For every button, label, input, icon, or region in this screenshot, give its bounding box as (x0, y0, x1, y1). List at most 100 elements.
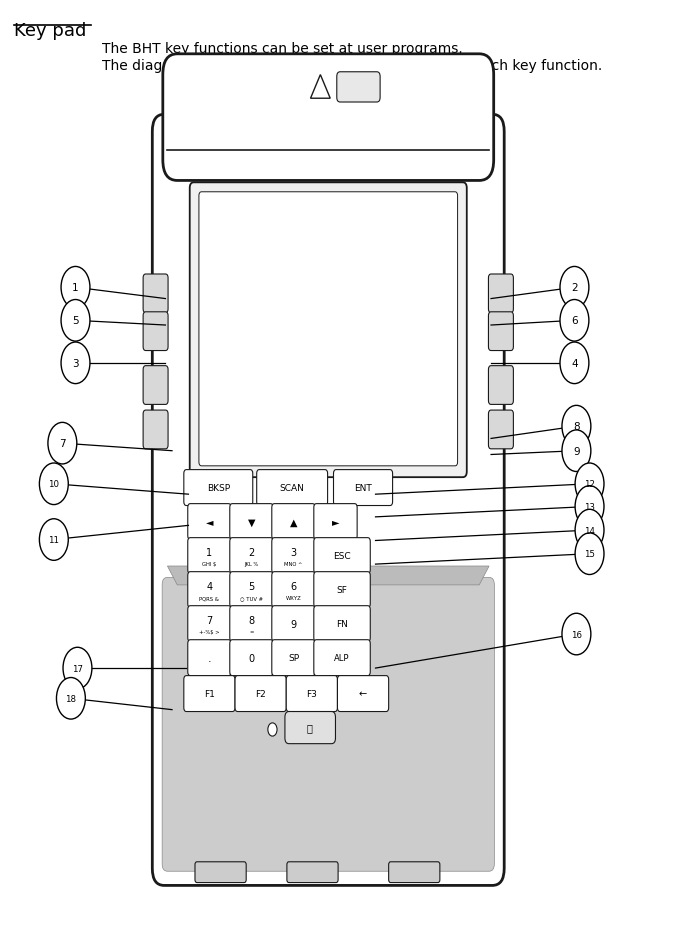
Text: GHI $: GHI $ (202, 562, 217, 566)
Text: ▲: ▲ (289, 517, 297, 527)
Text: ALP: ALP (334, 653, 350, 663)
Text: 8: 8 (573, 422, 579, 431)
FancyBboxPatch shape (143, 366, 168, 405)
Circle shape (39, 464, 69, 505)
Text: ▼: ▼ (247, 517, 255, 527)
FancyBboxPatch shape (235, 676, 286, 712)
Text: 9: 9 (290, 619, 296, 629)
FancyBboxPatch shape (272, 606, 315, 642)
FancyBboxPatch shape (337, 73, 380, 103)
Text: 5: 5 (248, 582, 254, 592)
Text: 16: 16 (571, 630, 582, 639)
Text: 5: 5 (72, 316, 79, 326)
Text: 6: 6 (571, 316, 578, 326)
Text: ←: ← (359, 689, 367, 699)
Text: 13: 13 (584, 502, 595, 512)
Text: 3: 3 (72, 359, 79, 368)
FancyBboxPatch shape (189, 183, 467, 478)
Text: F2: F2 (255, 689, 266, 699)
Text: ○ TUV #: ○ TUV # (240, 596, 263, 600)
FancyBboxPatch shape (230, 640, 273, 676)
Text: The diagram below shows an example of settings for each key function.: The diagram below shows an example of se… (102, 59, 602, 73)
Text: 17: 17 (72, 664, 83, 673)
Text: 3: 3 (290, 548, 296, 558)
FancyBboxPatch shape (314, 538, 370, 574)
Text: FN: FN (336, 619, 348, 629)
FancyBboxPatch shape (272, 538, 315, 574)
Text: 7: 7 (206, 615, 212, 626)
Text: 6: 6 (290, 582, 296, 592)
Circle shape (562, 406, 591, 447)
FancyBboxPatch shape (195, 862, 246, 883)
Text: 7: 7 (59, 439, 66, 448)
Text: ◄: ◄ (206, 517, 213, 527)
Circle shape (61, 267, 90, 309)
Text: ⏻: ⏻ (307, 723, 313, 733)
Text: MNO ^: MNO ^ (284, 562, 303, 566)
Text: 9: 9 (573, 447, 579, 456)
FancyBboxPatch shape (338, 676, 389, 712)
FancyBboxPatch shape (230, 606, 273, 642)
FancyBboxPatch shape (272, 640, 315, 676)
FancyBboxPatch shape (162, 578, 494, 871)
Text: 10: 10 (48, 480, 59, 489)
FancyBboxPatch shape (152, 115, 504, 885)
Text: 2: 2 (571, 283, 578, 293)
FancyBboxPatch shape (188, 504, 231, 540)
Circle shape (61, 343, 90, 384)
Polygon shape (167, 566, 489, 585)
Circle shape (575, 533, 604, 575)
Text: 1: 1 (206, 548, 212, 558)
Circle shape (560, 343, 589, 384)
Text: 18: 18 (66, 694, 76, 703)
FancyBboxPatch shape (257, 470, 328, 506)
Text: 8: 8 (248, 615, 254, 626)
Text: ►: ► (332, 517, 339, 527)
Circle shape (63, 648, 92, 689)
FancyBboxPatch shape (389, 862, 440, 883)
FancyBboxPatch shape (184, 470, 253, 506)
Circle shape (560, 300, 589, 342)
Text: ESC: ESC (333, 551, 351, 561)
Text: SF: SF (337, 585, 347, 595)
FancyBboxPatch shape (188, 572, 231, 608)
Text: PQRS &: PQRS & (199, 596, 219, 600)
Text: 4: 4 (571, 359, 578, 368)
FancyBboxPatch shape (272, 572, 315, 608)
Text: F1: F1 (204, 689, 215, 699)
Circle shape (560, 267, 589, 309)
FancyBboxPatch shape (272, 504, 315, 540)
Text: 15: 15 (584, 549, 595, 559)
FancyBboxPatch shape (287, 862, 338, 883)
Text: 11: 11 (48, 535, 59, 545)
Text: F3: F3 (306, 689, 317, 699)
Text: 14: 14 (584, 526, 595, 535)
FancyBboxPatch shape (333, 470, 393, 506)
FancyBboxPatch shape (163, 55, 493, 181)
FancyBboxPatch shape (230, 538, 273, 574)
Text: .: . (208, 653, 211, 663)
Text: WXYZ: WXYZ (286, 596, 301, 600)
Text: 2: 2 (248, 548, 254, 558)
Text: SCAN: SCAN (280, 483, 305, 493)
Text: +-%$ >: +-%$ > (199, 630, 219, 634)
FancyBboxPatch shape (199, 193, 458, 466)
FancyBboxPatch shape (188, 538, 231, 574)
FancyBboxPatch shape (489, 411, 513, 449)
FancyBboxPatch shape (143, 275, 168, 313)
FancyBboxPatch shape (489, 312, 513, 351)
Circle shape (39, 519, 69, 561)
Circle shape (575, 510, 604, 551)
Circle shape (575, 464, 604, 505)
Circle shape (562, 614, 591, 655)
Text: ENT: ENT (354, 483, 372, 493)
FancyBboxPatch shape (489, 366, 513, 405)
Text: 12: 12 (584, 480, 595, 489)
FancyBboxPatch shape (143, 411, 168, 449)
Circle shape (562, 430, 591, 472)
Text: =: = (250, 630, 254, 634)
FancyBboxPatch shape (230, 504, 273, 540)
Circle shape (48, 423, 77, 464)
Text: Key pad: Key pad (15, 22, 87, 40)
FancyBboxPatch shape (184, 676, 235, 712)
